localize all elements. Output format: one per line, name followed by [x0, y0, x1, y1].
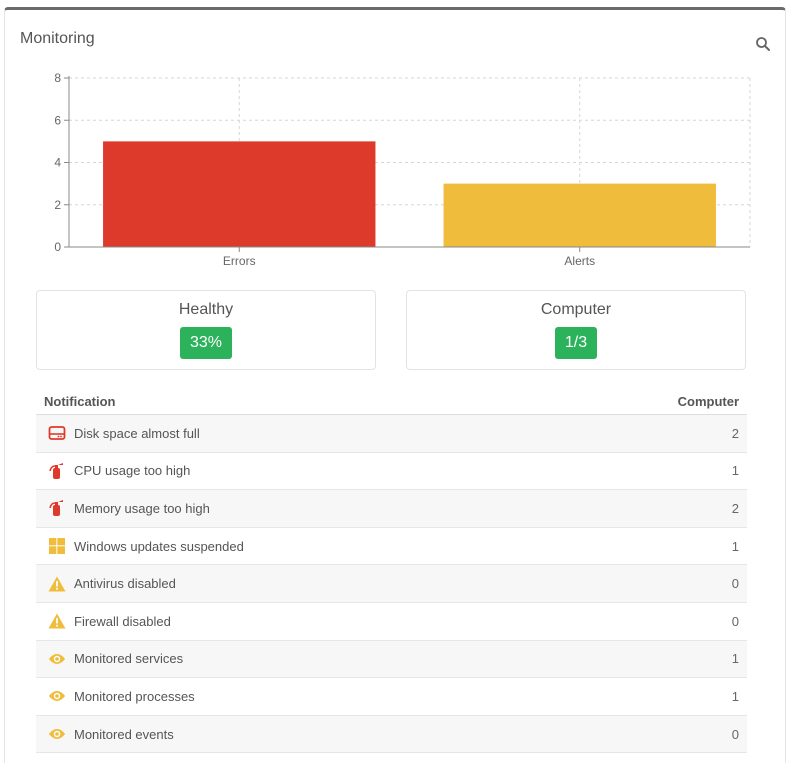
computer-badge: 1/3 [554, 327, 598, 359]
row-notification: Monitored services [48, 650, 183, 668]
row-notification: Disk space almost full [48, 424, 200, 442]
row-notification: CPU usage too high [48, 462, 190, 480]
table-header: Notification Computer [36, 388, 747, 415]
table-row[interactable]: Memory usage too high 2 [36, 490, 747, 528]
table-row[interactable]: Firewall disabled 0 [36, 603, 747, 641]
table-row[interactable]: Disk space almost full 2 [36, 415, 747, 453]
warning-icon [48, 612, 66, 630]
fire-extinguisher-icon [48, 462, 66, 480]
row-label: Antivirus disabled [74, 576, 176, 592]
windows-icon [48, 537, 66, 555]
eye-icon [48, 725, 66, 743]
computer-card: Computer 1/3 [406, 290, 746, 370]
table-row[interactable]: CPU usage too high 1 [36, 453, 747, 491]
row-label: Monitored processes [74, 688, 195, 704]
table-row[interactable]: Monitored events 0 [36, 715, 747, 754]
row-count: 2 [731, 500, 739, 516]
row-label: Monitored events [74, 726, 174, 742]
row-label: Disk space almost full [74, 425, 200, 441]
row-count: 0 [731, 726, 739, 742]
x-tick-label: Errors [223, 254, 256, 268]
table-row[interactable]: Windows updates suspended 1 [36, 528, 747, 566]
y-tick-label: 2 [54, 198, 61, 212]
warning-icon [48, 575, 66, 593]
row-label: Windows updates suspended [74, 538, 244, 554]
row-count: 1 [731, 688, 739, 704]
header-computer[interactable]: Computer [677, 393, 739, 409]
row-label: Memory usage too high [74, 500, 210, 516]
bar-chart: 0 2 4 6 8 Errors Alerts [54, 71, 751, 268]
panel-title: Monitoring [20, 30, 95, 47]
row-label: CPU usage too high [74, 463, 191, 479]
y-tick-label: 6 [54, 113, 61, 127]
notification-table: Notification Computer Disk space almost … [36, 388, 747, 754]
row-label: Firewall disabled [74, 613, 171, 629]
row-count: 1 [731, 651, 739, 667]
x-tick-label: Alerts [564, 254, 595, 268]
table-row[interactable]: Monitored processes 1 [36, 678, 747, 716]
header-notification[interactable]: Notification [44, 393, 116, 409]
y-tick-label: 8 [54, 71, 61, 85]
bar-alerts [443, 183, 716, 247]
row-count: 1 [731, 538, 739, 554]
search-icon[interactable] [755, 36, 771, 52]
row-notification: Firewall disabled [48, 612, 171, 630]
row-notification: Monitored events [48, 725, 174, 743]
row-notification: Memory usage too high [48, 499, 210, 517]
healthy-badge: 33% [179, 327, 233, 359]
healthy-label: Healthy [178, 301, 234, 318]
row-label: Monitored services [74, 651, 184, 667]
healthy-card: Healthy 33% [36, 290, 376, 370]
eye-icon [48, 650, 66, 668]
y-tick-label: 0 [54, 240, 61, 254]
eye-icon [48, 687, 66, 705]
hard-drive-icon [48, 424, 66, 442]
row-count: 0 [731, 576, 739, 592]
row-notification: Antivirus disabled [48, 575, 176, 593]
row-count: 1 [731, 463, 739, 479]
monitoring-panel: Monitoring [4, 7, 786, 763]
table-row[interactable]: Antivirus disabled 0 [36, 565, 747, 603]
bar-errors [103, 141, 376, 247]
y-tick-label: 4 [54, 156, 61, 170]
fire-extinguisher-icon [48, 499, 66, 517]
table-row[interactable]: Monitored services 1 [36, 640, 747, 679]
computer-label: Computer [540, 301, 612, 318]
row-notification: Monitored processes [48, 687, 195, 705]
row-count: 2 [731, 425, 739, 441]
row-notification: Windows updates suspended [48, 537, 244, 555]
row-count: 0 [731, 613, 739, 629]
